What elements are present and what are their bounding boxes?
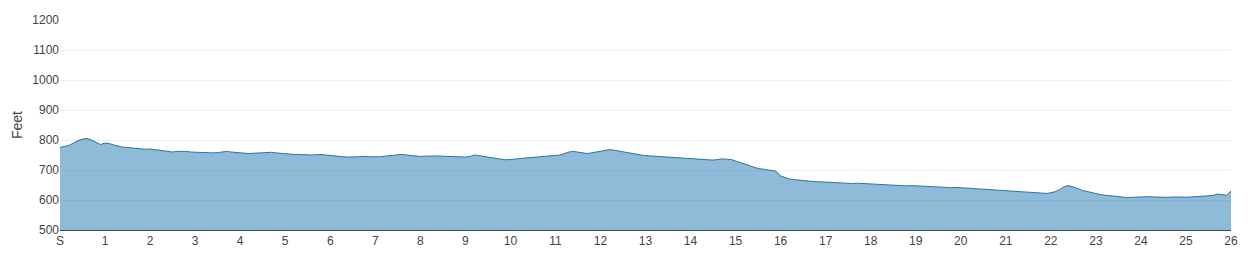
- svg-text:12: 12: [594, 234, 608, 248]
- svg-text:3: 3: [192, 234, 199, 248]
- svg-text:11: 11: [549, 234, 562, 248]
- svg-text:16: 16: [774, 234, 788, 248]
- svg-text:800: 800: [39, 133, 59, 147]
- svg-text:23: 23: [1089, 234, 1103, 248]
- svg-text:1000: 1000: [32, 73, 59, 87]
- svg-text:4: 4: [237, 234, 244, 248]
- svg-text:5: 5: [282, 234, 289, 248]
- svg-text:26: 26: [1224, 234, 1238, 248]
- svg-text:17: 17: [819, 234, 833, 248]
- svg-text:19: 19: [909, 234, 923, 248]
- svg-text:1: 1: [102, 234, 109, 248]
- svg-text:24: 24: [1134, 234, 1148, 248]
- svg-text:22: 22: [1044, 234, 1058, 248]
- svg-text:10: 10: [504, 234, 518, 248]
- svg-text:18: 18: [864, 234, 878, 248]
- svg-text:20: 20: [954, 234, 968, 248]
- svg-text:9: 9: [462, 234, 469, 248]
- svg-text:8: 8: [417, 234, 424, 248]
- svg-text:6: 6: [327, 234, 334, 248]
- svg-text:Feet: Feet: [9, 111, 25, 139]
- svg-text:13: 13: [639, 234, 653, 248]
- svg-text:600: 600: [39, 193, 59, 207]
- svg-text:7: 7: [372, 234, 379, 248]
- svg-text:14: 14: [684, 234, 698, 248]
- svg-text:500: 500: [39, 223, 59, 237]
- svg-text:S: S: [56, 234, 64, 248]
- svg-text:900: 900: [39, 103, 59, 117]
- svg-text:2: 2: [147, 234, 154, 248]
- svg-text:25: 25: [1179, 234, 1193, 248]
- svg-text:1100: 1100: [33, 43, 59, 57]
- svg-text:1200: 1200: [32, 13, 59, 27]
- svg-text:15: 15: [729, 234, 743, 248]
- svg-text:21: 21: [999, 234, 1013, 248]
- svg-text:700: 700: [39, 163, 59, 177]
